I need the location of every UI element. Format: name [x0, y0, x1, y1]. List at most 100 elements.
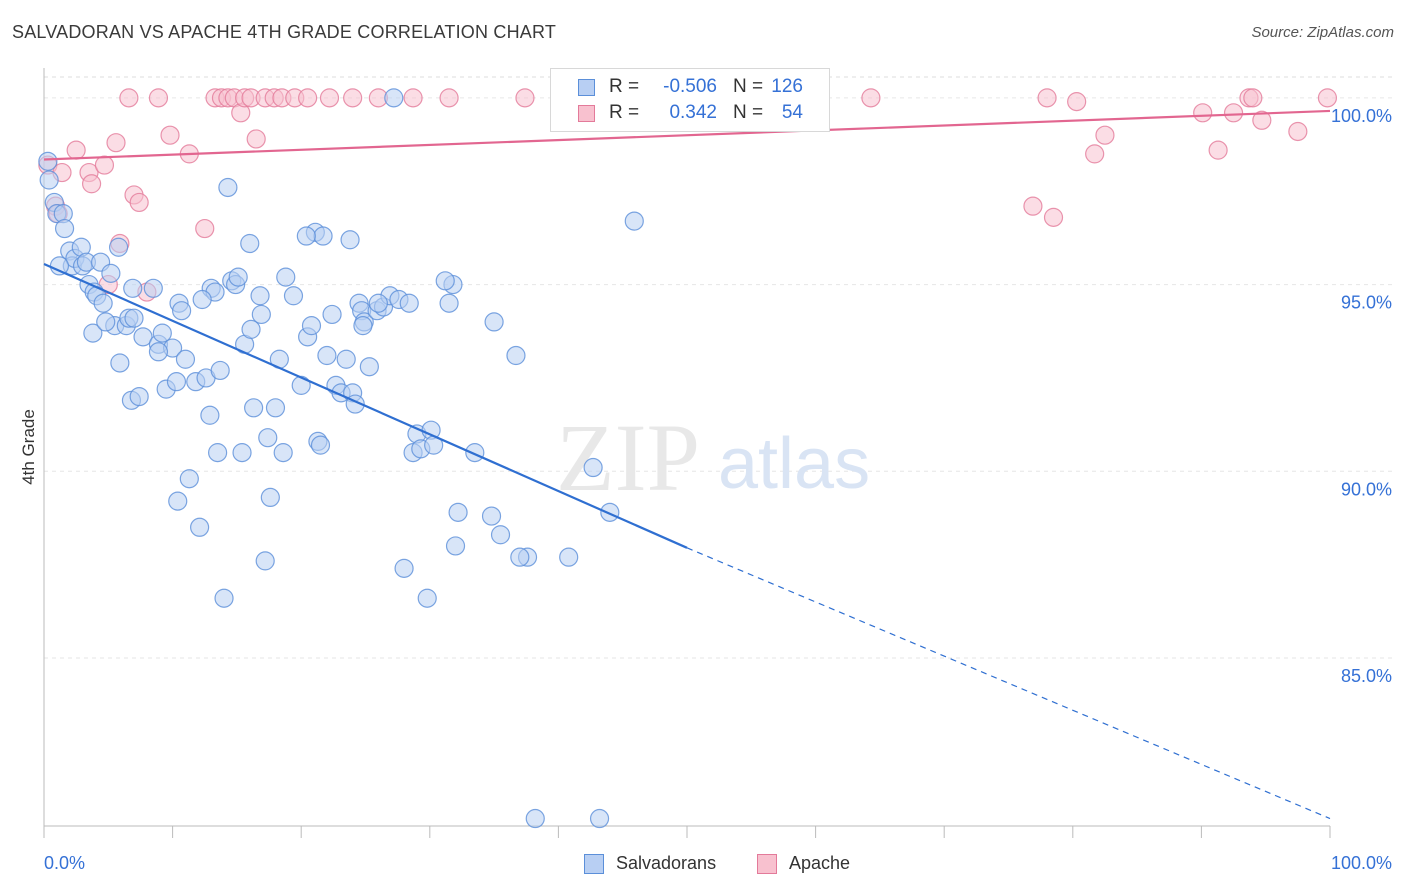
salvadoran-point	[258, 428, 278, 448]
salvadoran-point	[435, 271, 455, 291]
salvadoran-point	[301, 316, 322, 336]
salvadoran-point	[214, 588, 234, 608]
apache-r-value: 0.342	[669, 102, 717, 123]
axes	[43, 68, 1331, 838]
salvadoran-point	[123, 278, 143, 298]
salvadoran-point	[172, 301, 192, 321]
salvadoran-point	[368, 293, 388, 313]
salvadoran-point	[265, 398, 286, 418]
apache-legend-label: Apache	[789, 853, 851, 873]
tick-labels: 85.0% 90.0% 95.0% 100.0% 0.0% 100.0%	[44, 106, 1392, 873]
apache-trend-line	[43, 109, 1331, 161]
salvadoran-point	[583, 457, 603, 478]
salvadoran-point	[359, 357, 379, 377]
salvadoran-point	[143, 278, 163, 298]
watermark-zip: ZIP	[556, 404, 700, 511]
apache-point	[1023, 196, 1043, 216]
salvadoran-point	[589, 808, 610, 829]
apache-point	[119, 88, 139, 108]
apache-point	[195, 218, 215, 239]
salvadoran-point	[166, 372, 187, 392]
apache-swatch	[578, 105, 595, 122]
salvadoran-point	[210, 360, 230, 381]
x-tick-label-max: 100.0%	[1331, 853, 1392, 873]
salvadoran-point	[317, 345, 337, 366]
watermark: ZIP atlas	[556, 404, 870, 511]
trend-lines	[43, 109, 1331, 820]
salvadoran-point	[353, 316, 373, 336]
n-label: N =	[733, 102, 764, 123]
apache-point	[129, 192, 149, 213]
salvadoran-point	[175, 349, 196, 369]
apache-point	[343, 88, 363, 108]
apache-point	[298, 88, 318, 108]
salvadoran-point	[152, 323, 172, 343]
salvadoran-point	[322, 304, 342, 325]
salvadoran-point	[445, 536, 466, 556]
x-tick-label-min: 0.0%	[44, 853, 85, 873]
salvadoran-point	[168, 491, 188, 511]
salvadoran-point	[54, 218, 75, 239]
salvadoran-point	[101, 263, 121, 283]
salvadoran-point	[283, 286, 304, 306]
salvadorans-n-value: 126	[771, 76, 803, 97]
salvadoran-point	[218, 177, 238, 198]
legend-row-salvadorans: R = -0.506 N = 126	[551, 75, 829, 101]
salvadoran-point	[38, 151, 58, 171]
apache-point	[1317, 88, 1338, 108]
watermark-atlas: atlas	[718, 424, 870, 504]
salvadoran-point	[228, 267, 248, 287]
apache-point	[94, 155, 115, 175]
y-tick-label: 95.0%	[1341, 293, 1392, 313]
salvadoran-point	[148, 342, 169, 362]
apache-point	[861, 88, 881, 108]
salvadoran-trend-extension	[686, 547, 1331, 820]
n-label: N =	[733, 76, 764, 97]
apache-point	[1067, 92, 1087, 112]
salvadoran-point	[490, 525, 511, 545]
salvadoran-point	[232, 443, 252, 463]
salvadoran-point	[129, 386, 149, 407]
apache-point	[1085, 144, 1105, 164]
apache-legend-swatch	[757, 854, 777, 874]
salvadoran-point	[241, 319, 261, 339]
apache-point	[1252, 110, 1272, 130]
legend-row-apache: R = 0.342 N = 54	[551, 101, 829, 127]
salvadoran-point	[240, 233, 260, 254]
salvadoran-point	[313, 226, 333, 246]
apache-point	[1223, 103, 1244, 123]
apache-n-value: 54	[781, 102, 803, 123]
salvadoran-point	[192, 289, 212, 310]
salvadoran-point	[83, 323, 103, 343]
salvadoran-point	[439, 293, 459, 313]
salvadoran-point	[417, 588, 437, 608]
grid-lines	[44, 76, 1392, 659]
apache-point	[1288, 121, 1308, 142]
y-tick-label: 85.0%	[1341, 666, 1392, 686]
apache-point	[439, 88, 459, 108]
y-tick-label: 90.0%	[1341, 479, 1392, 499]
salvadoran-point	[600, 502, 620, 522]
salvadoran-point	[96, 312, 116, 332]
salvadorans-r-value: -0.506	[663, 76, 717, 97]
apache-point	[403, 88, 423, 108]
apache-point	[319, 88, 340, 108]
chart-title: SALVADORAN VS APACHE 4TH GRADE CORRELATI…	[12, 22, 557, 42]
salvadoran-point	[465, 443, 485, 463]
salvadoran-point	[244, 398, 264, 418]
salvadoran-point	[93, 293, 113, 313]
apache-point	[515, 88, 535, 108]
salvadoran-point	[179, 469, 199, 489]
salvadoran-point	[39, 170, 59, 190]
apache-point	[1243, 88, 1263, 108]
salvadoran-point	[296, 226, 316, 246]
apache-point	[66, 140, 86, 160]
salvadoran-point	[384, 88, 404, 108]
salvadoran-point	[510, 547, 530, 567]
salvadoran-point	[481, 506, 502, 526]
r-label: R =	[609, 76, 640, 97]
salvadoran-point	[208, 443, 228, 463]
salvadoran-point	[399, 293, 419, 313]
apache-point	[1193, 103, 1213, 123]
salvadorans-legend-label: Salvadorans	[616, 853, 717, 873]
